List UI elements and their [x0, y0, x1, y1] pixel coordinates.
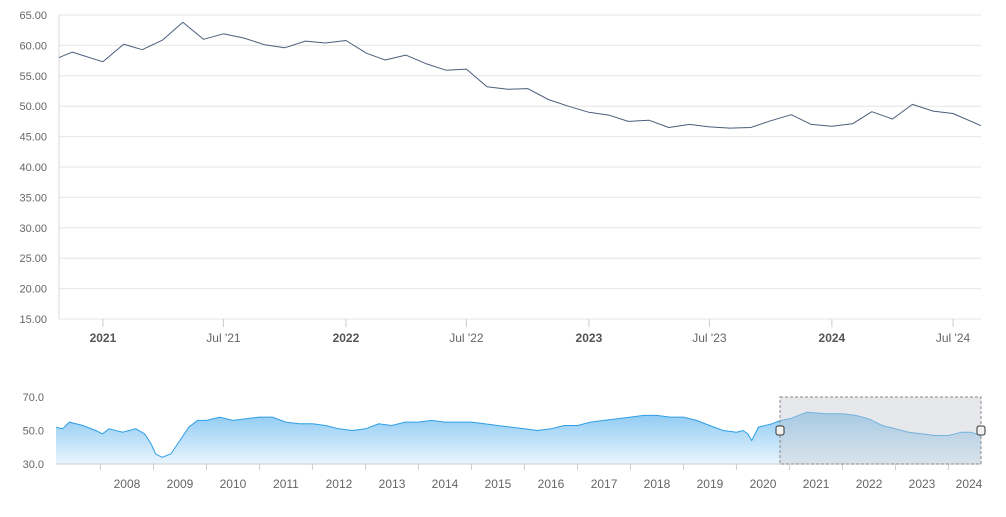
navigator-x-tick-label: 2016	[538, 477, 565, 491]
navigator[interactable]	[55, 411, 982, 464]
navigator-x-tick-label: 2010	[220, 477, 247, 491]
navigator-selection-range[interactable]	[779, 396, 982, 465]
main-y-axis: 15.00 20.00 25.00 30.00 35.00 40.00 45.00 50.00…	[19, 10, 47, 326]
navigator-y-tick-label: 70.0	[23, 392, 44, 404]
navigator-x-tick-label: 2015	[485, 477, 512, 491]
main-x-axis: 2021 Jul '21 2022 Jul '22 2023 Jul '23 2024 Jul…	[90, 319, 971, 345]
navigator-x-tick-label: 2023	[909, 477, 936, 491]
navigator-area-fill	[56, 412, 981, 464]
navigator-y-tick-label: 50.0	[23, 426, 44, 438]
main-x-tick-label: Jul '24	[936, 331, 971, 345]
main-x-tick-label: Jul '22	[449, 331, 484, 345]
main-gridlines	[58, 14, 981, 320]
navigator-series-line	[55, 411, 982, 458]
navigator-x-tick-label: 2019	[697, 477, 724, 491]
main-plot-area[interactable]	[58, 21, 982, 129]
navigator-x-tick-label: 2012	[326, 477, 353, 491]
main-x-tick-label: 2021	[90, 331, 117, 345]
navigator-x-tick-label: 2021	[803, 477, 830, 491]
main-y-tick-label: 40.00	[19, 162, 47, 174]
main-x-tick-label: 2024	[819, 331, 846, 345]
navigator-x-tick-label: 2013	[379, 477, 406, 491]
navigator-x-tick-label: 2022	[856, 477, 883, 491]
navigator-x-tick-label: 2017	[591, 477, 618, 491]
navigator-selection[interactable]	[775, 396, 986, 465]
navigator-x-tick-label: 2011	[273, 477, 299, 491]
main-y-tick-label: 60.00	[19, 40, 47, 52]
navigator-x-tick-label: 2009	[167, 477, 194, 491]
main-y-tick-label: 55.00	[19, 71, 47, 83]
navigator-x-tick-label: 2014	[432, 477, 459, 491]
navigator-right-handle[interactable]	[976, 425, 986, 436]
navigator-x-tick-label: 2020	[750, 477, 777, 491]
main-y-tick-label: 25.00	[19, 253, 47, 265]
navigator-left-handle[interactable]	[775, 425, 785, 436]
main-y-tick-label: 30.00	[19, 223, 47, 235]
main-y-tick-label: 20.00	[19, 284, 47, 296]
main-x-tick-label: Jul '23	[692, 331, 727, 345]
main-y-tick-label: 50.00	[19, 101, 47, 113]
navigator-x-tick-label: 2008	[114, 477, 141, 491]
main-x-tick-label: Jul '21	[206, 331, 241, 345]
main-x-tick-label: 2023	[576, 331, 603, 345]
navigator-x-tick-label: 2018	[644, 477, 671, 491]
navigator-y-tick-label: 30.0	[23, 459, 44, 471]
navigator-x-axis: 2008 2009 2010 2011 2012 2013 2014 2015 2016 2017…	[99, 464, 983, 491]
main-series-line[interactable]	[58, 21, 982, 129]
main-y-tick-label: 35.00	[19, 192, 47, 204]
main-y-tick-label: 65.00	[19, 10, 47, 22]
main-x-tick-label: 2022	[333, 331, 360, 345]
navigator-x-tick-label: 2024	[956, 477, 983, 491]
main-y-tick-label: 45.00	[19, 132, 47, 144]
main-y-tick-label: 15.00	[19, 314, 47, 326]
